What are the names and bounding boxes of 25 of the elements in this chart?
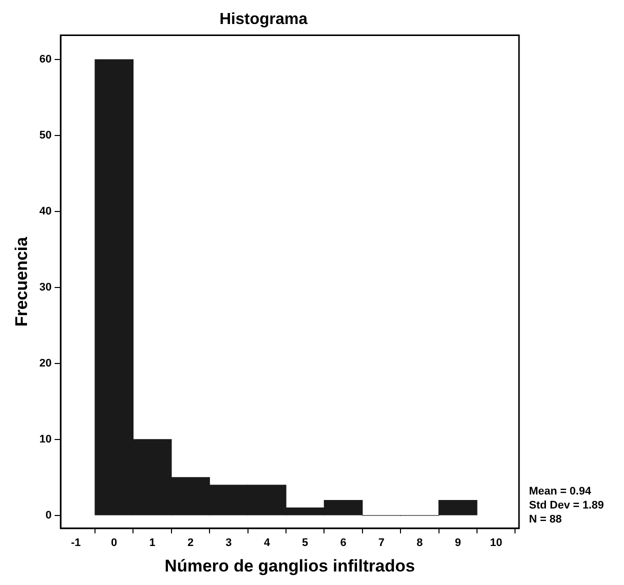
y-tick-label: 50 [39, 130, 52, 142]
text: Std Dev = 1.89 [529, 499, 604, 512]
x-tick-label: 5 [302, 537, 308, 550]
y-tick-label: 0 [46, 510, 52, 522]
y-tick-label: 20 [39, 358, 52, 370]
x-tick-label: -1 [71, 537, 81, 550]
text: Mean = 0.94 [529, 485, 592, 498]
x-tick-label: 9 [454, 537, 461, 550]
text: N = 88 [529, 513, 562, 526]
y-tick-label: 10 [39, 434, 52, 446]
x-tick-label: 3 [226, 537, 232, 550]
y-axis-title: Frecuencia [12, 236, 31, 327]
chart-title: Histograma [219, 11, 308, 28]
x-tick-label: 7 [378, 537, 385, 550]
x-axis-title: Número de ganglios infiltrados [164, 556, 415, 576]
x-tick-label: 6 [340, 537, 346, 550]
x-tick-label: 0 [111, 537, 118, 550]
x-tick-label: 2 [187, 537, 194, 550]
y-tick-label: 60 [39, 54, 52, 66]
x-tick-label: 1 [149, 537, 156, 550]
y-tick-label: 40 [39, 206, 52, 218]
x-tick-label: 10 [490, 537, 502, 550]
x-tick-label: 8 [416, 537, 423, 550]
y-tick-label: 30 [39, 282, 52, 294]
x-tick-label: 4 [264, 537, 271, 550]
